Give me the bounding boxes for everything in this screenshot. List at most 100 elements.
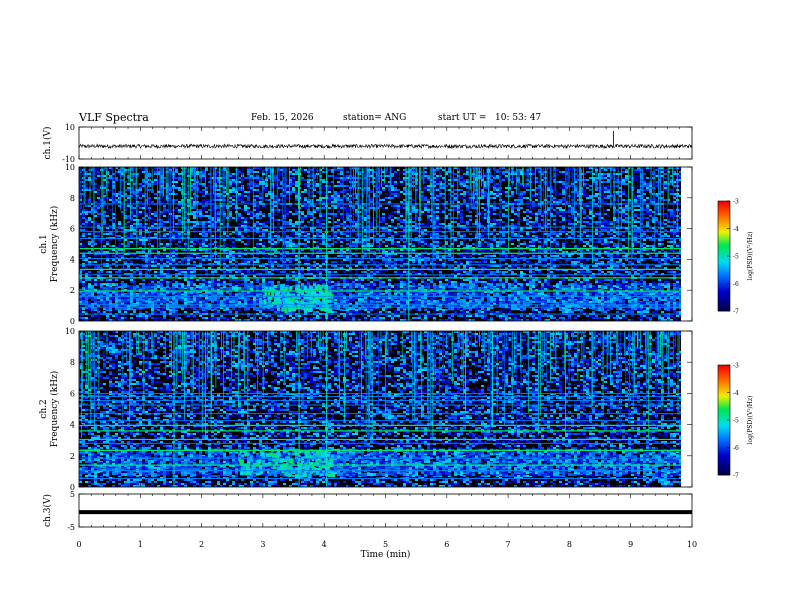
ch1-spectrogram-speckle — [562, 211, 565, 213]
ch1-spectrogram-speckle — [340, 183, 343, 185]
ch1-spectrogram-speckle — [415, 229, 418, 231]
ch1-spectrogram-speckle — [97, 185, 100, 187]
ch1-spectrogram-speckle — [184, 247, 187, 249]
ch1-spectrogram-speckle — [157, 223, 160, 225]
ch1-spectrogram-speckle — [517, 171, 520, 173]
ch1-spectrogram-speckle — [655, 213, 658, 215]
ch1-spectrogram-speckle — [271, 201, 274, 203]
ch1-spectrogram-speckle — [505, 209, 508, 211]
ch1-spectrogram-speckle — [154, 173, 157, 175]
ch1-spectrogram-speckle — [268, 249, 271, 251]
ch1-spectrogram-speckle — [634, 237, 637, 239]
ch1-spectrogram-speckle — [217, 245, 220, 247]
ch1-spectrogram-speckle — [370, 225, 373, 227]
ch1-spectrogram-speckle — [592, 199, 595, 201]
ch1-spectrogram-speckle — [433, 241, 436, 243]
ch1-spectrogram-speckle — [598, 221, 601, 223]
ch1-spectrogram-speckle — [382, 253, 385, 255]
ch1-spectrogram-speckle — [490, 249, 493, 251]
ch1-spectrogram-speckle — [385, 193, 388, 195]
ch1-spectrogram-speckle — [559, 225, 562, 227]
ch1-spectrogram-speckle — [400, 249, 403, 251]
ch1-spectrogram-speckle — [286, 237, 289, 239]
ch1-spectrogram-speckle — [196, 191, 199, 193]
ch1-spectrogram-speckle — [253, 221, 256, 223]
ch1-spectrogram-speckle — [520, 173, 523, 175]
ch1-spectrogram-speckle — [190, 199, 193, 201]
ch1-spectrogram-speckle — [652, 245, 655, 247]
ch1-spectrogram-speckle — [646, 183, 649, 185]
ch1-spectrogram-speckle — [559, 237, 562, 239]
ch1-spectrogram-speckle — [130, 233, 133, 235]
ch1-spectrogram-speckle — [619, 227, 622, 229]
ch1-spectrogram-speckle — [106, 227, 109, 229]
ch1-spectrogram-speckle — [442, 183, 445, 185]
ch1-spectrogram-speckle — [217, 227, 220, 229]
ch1-spectrogram-speckle — [481, 195, 484, 197]
ch1-spectrogram-speckle — [574, 223, 577, 225]
ch1-spectrogram-speckle — [589, 201, 592, 203]
ch1-spectrogram-speckle — [112, 183, 115, 185]
ch1-spectrogram-speckle — [505, 187, 508, 189]
ch1-spectrogram-speckle — [331, 233, 334, 235]
ch1-spectrogram-speckle — [340, 189, 343, 191]
ch1-spectrogram-speckle — [625, 171, 628, 173]
ch1-spectrogram-speckle — [229, 191, 232, 193]
ch1-spectrogram-speckle — [391, 167, 394, 169]
ch1-spectrogram-speckle — [616, 181, 619, 183]
ch1-spectrogram-speckle — [370, 245, 373, 247]
ch1-spectrogram-speckle — [301, 243, 304, 245]
ch1-spectrogram-speckle — [418, 247, 421, 249]
ch1-spectrogram-speckle — [565, 219, 568, 221]
ch1-spectrogram-speckle — [217, 235, 220, 237]
ch1-spectrogram-speckle — [211, 237, 214, 239]
ch1-spectrogram-speckle — [340, 181, 343, 183]
ch1-spectrogram-speckle — [388, 187, 391, 189]
ch1-spectrogram-speckle — [94, 201, 97, 203]
ch1-spectrogram-speckle — [166, 253, 169, 255]
ch1-spectrogram-speckle — [622, 211, 625, 213]
ch1-spectrogram-speckle — [547, 207, 550, 209]
ch1-spectrogram-speckle — [190, 243, 193, 245]
ch1-spectrogram-speckle — [403, 169, 406, 171]
ch1-spectrogram-speckle — [130, 179, 133, 181]
ch1-spectrogram-speckle — [190, 207, 193, 209]
ch1-spectrogram-speckle — [199, 245, 202, 247]
ch1-spectrogram-speckle — [493, 175, 496, 177]
ch1-spectrogram-speckle — [523, 251, 526, 253]
ch1-spectrogram-speckle — [133, 239, 136, 241]
ch1-spectrogram-speckle — [121, 167, 124, 169]
ch1-spectrogram-speckle — [436, 245, 439, 247]
ch1-spectrogram-speckle — [313, 189, 316, 191]
ch1-spectrogram-speckle — [130, 195, 133, 197]
ch1-spectrogram-speckle — [268, 221, 271, 223]
ch1-spectrogram-speckle — [628, 205, 631, 207]
ch1-spectrogram-speckle — [532, 181, 535, 183]
ch1-spectrogram-speckle — [268, 171, 271, 173]
ch1-spectrogram-speckle — [463, 233, 466, 235]
ch1-spectrogram-speckle — [289, 179, 292, 181]
ch1-spectrogram-speckle — [244, 223, 247, 225]
ch1-spectrogram-speckle — [211, 187, 214, 189]
ch1-spectrogram-speckle — [421, 191, 424, 193]
ch1-spectrogram-speckle — [583, 211, 586, 213]
ch1-spectrogram-speckle — [322, 167, 325, 169]
ch1-spectrogram-speckle — [190, 187, 193, 189]
ch1-spectrogram-speckle — [559, 179, 562, 181]
ch1-spectrogram-speckle — [136, 215, 139, 217]
ch1-spectrogram-speckle — [499, 201, 502, 203]
ch1-spectrogram-speckle — [526, 227, 529, 229]
ch1-spectrogram-speckle — [676, 235, 679, 237]
ch1-spectrogram-speckle — [634, 241, 637, 243]
ch1-spectrogram-speckle — [409, 225, 412, 227]
ch1-spectrogram-speckle — [556, 207, 559, 209]
ch1-spectrogram-speckle — [601, 241, 604, 243]
ch1-spectrogram-speckle — [439, 251, 442, 253]
ch1-spectrogram-speckle — [277, 223, 280, 225]
ch1-spectrogram-speckle — [511, 243, 514, 245]
ch1-spectrogram-speckle — [526, 171, 529, 173]
ch1-spectrogram-speckle — [256, 191, 259, 193]
ch1-spectrogram-speckle — [658, 187, 661, 189]
ch1-spectrogram-speckle — [460, 219, 463, 221]
ch1-spectrogram-speckle — [589, 219, 592, 221]
